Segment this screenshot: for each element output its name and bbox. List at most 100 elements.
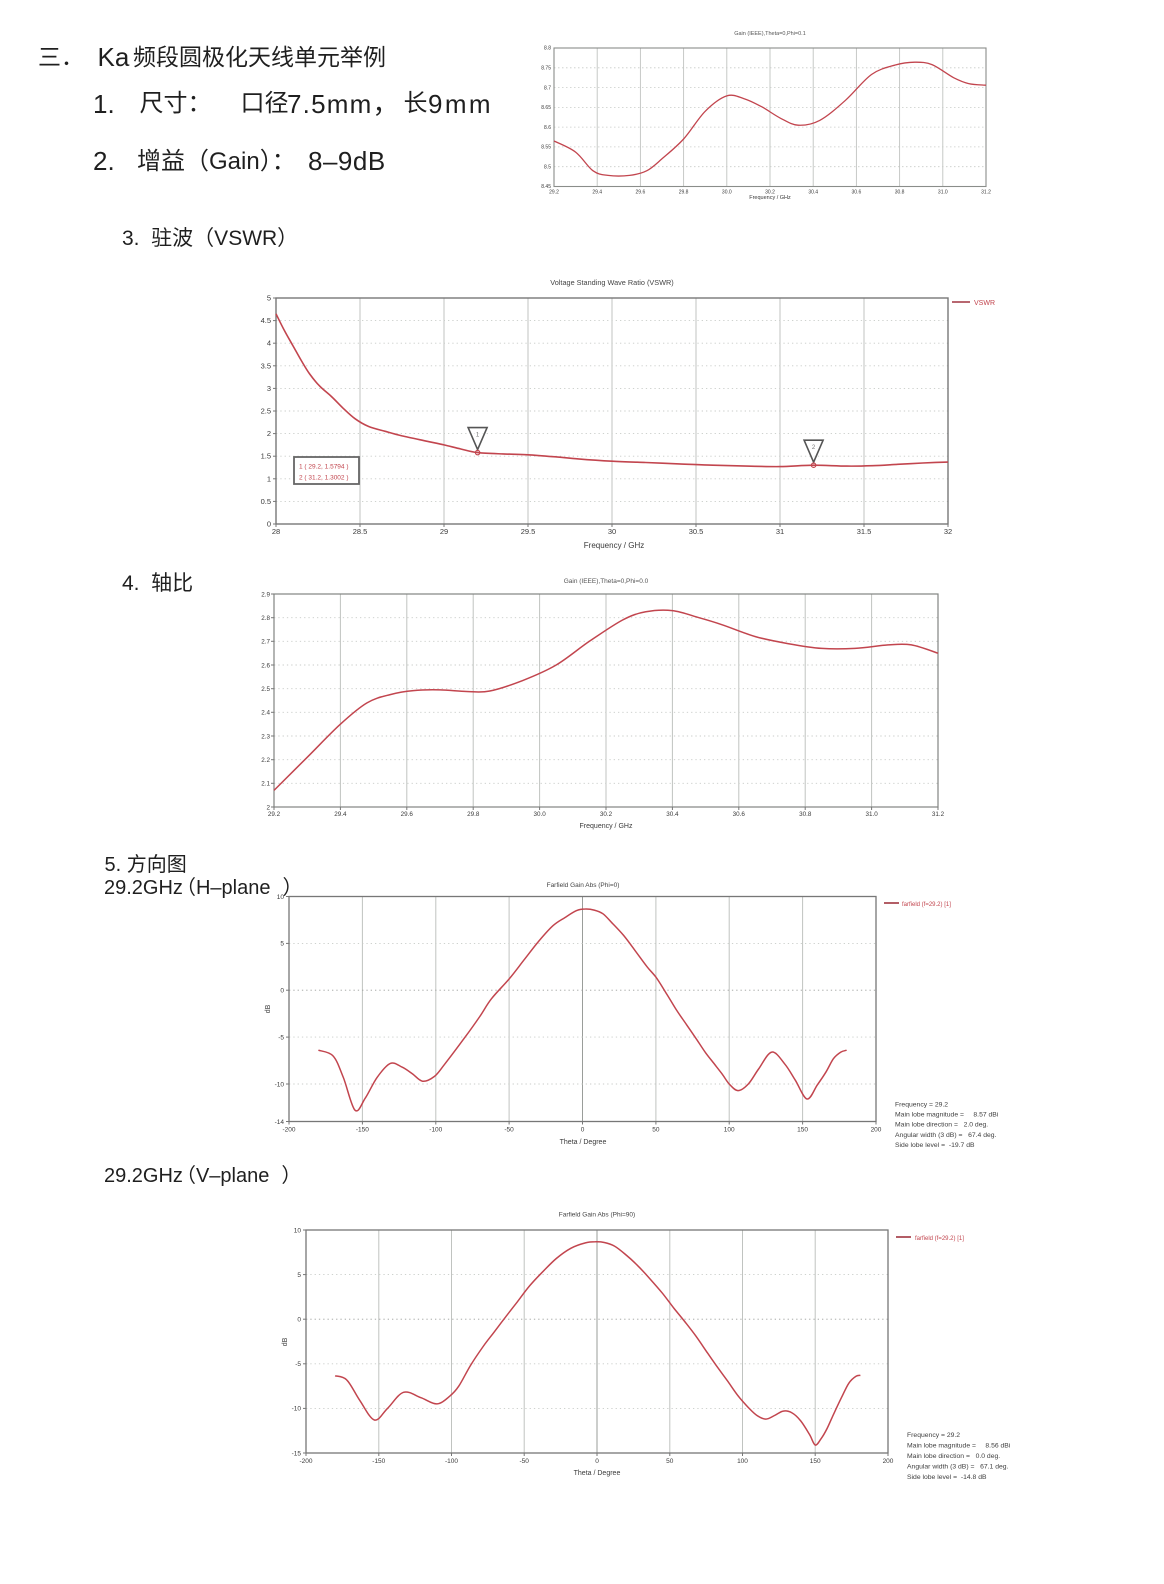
svg-text:farfield (f=29.2) [1]: farfield (f=29.2) [1] (915, 1236, 964, 1242)
svg-text:8.65: 8.65 (541, 105, 551, 111)
svg-text:Theta / Degree: Theta / Degree (574, 1470, 621, 1477)
svg-text:8.8: 8.8 (544, 46, 551, 52)
svg-text:5: 5 (267, 294, 271, 303)
svg-text:-150: -150 (372, 1458, 385, 1465)
svg-text:31: 31 (776, 527, 784, 536)
svg-text:32: 32 (944, 527, 952, 536)
svg-text:Side lobe level = -19.7 dB: Side lobe level = -19.7 dB (895, 1142, 975, 1149)
svg-text:2.7: 2.7 (261, 639, 270, 646)
svg-text:10: 10 (294, 1227, 302, 1234)
svg-text:Farfield Gain Abs (Phi=0): Farfield Gain Abs (Phi=0) (547, 882, 620, 889)
svg-text:Frequency / GHz: Frequency / GHz (580, 823, 633, 830)
svg-text:2.4: 2.4 (261, 710, 270, 717)
svg-text:Angular width (3 dB) = 67.1: Angular width (3 dB) = 67.1 deg. (907, 1464, 1009, 1471)
svg-text:1: 1 (476, 433, 480, 439)
svg-text:-14: -14 (275, 1119, 285, 1126)
svg-text:50: 50 (652, 1127, 660, 1134)
svg-text:200: 200 (871, 1127, 882, 1134)
svg-text:-200: -200 (299, 1458, 312, 1465)
svg-text:3.5: 3.5 (261, 361, 271, 370)
svg-text:Angular width (3 dB) = 67.4: Angular width (3 dB) = 67.4 deg. (895, 1132, 997, 1139)
svg-text:29.4: 29.4 (334, 811, 347, 818)
svg-text:29: 29 (440, 527, 448, 536)
svg-text:0: 0 (297, 1317, 301, 1324)
svg-text:29.8: 29.8 (679, 190, 689, 196)
svg-text:8.5: 8.5 (544, 164, 551, 170)
svg-text:2 ( 31.2, 1.3002 ): 2 ( 31.2, 1.3002 ) (299, 475, 349, 482)
svg-text:Main lobe direction = 2.0 de: Main lobe direction = 2.0 deg. (895, 1122, 988, 1129)
svg-text:100: 100 (724, 1127, 735, 1134)
svg-text:30.2: 30.2 (765, 190, 775, 196)
svg-text:8.45: 8.45 (541, 184, 551, 190)
svg-text:Side lobe level = -14.8 dB: Side lobe level = -14.8 dB (907, 1474, 987, 1481)
svg-text:2: 2 (267, 429, 271, 438)
svg-text:-15: -15 (292, 1450, 302, 1457)
svg-text:30.6: 30.6 (733, 811, 746, 818)
svg-text:VSWR: VSWR (974, 300, 995, 307)
svg-text:8.6: 8.6 (544, 125, 551, 131)
svg-text:2.9: 2.9 (261, 591, 270, 598)
svg-text:-5: -5 (295, 1361, 301, 1368)
svg-text:28: 28 (272, 527, 280, 536)
svg-text:farfield (f=29.2) [1]: farfield (f=29.2) [1] (902, 902, 951, 908)
svg-text:10: 10 (277, 894, 285, 901)
svg-text:-100: -100 (445, 1458, 458, 1465)
svg-text:-200: -200 (282, 1127, 295, 1134)
svg-text:Voltage Standing Wave Ratio (V: Voltage Standing Wave Ratio (VSWR) (550, 278, 673, 287)
svg-text:2: 2 (812, 445, 816, 451)
svg-text:-10: -10 (275, 1081, 285, 1088)
svg-text:-10: -10 (292, 1406, 302, 1413)
svg-text:2.1: 2.1 (261, 781, 270, 788)
svg-text:150: 150 (810, 1458, 821, 1465)
svg-text:29.2: 29.2 (268, 811, 281, 818)
svg-text:31.2: 31.2 (932, 811, 945, 818)
svg-text:30.6: 30.6 (852, 190, 862, 196)
svg-text:5: 5 (280, 941, 284, 948)
svg-text:2: 2 (266, 804, 270, 811)
svg-text:2.5: 2.5 (261, 407, 271, 416)
svg-text:30: 30 (608, 527, 616, 536)
svg-text:-5: -5 (278, 1034, 284, 1041)
svg-text:29.2: 29.2 (549, 190, 559, 196)
svg-text:31.2: 31.2 (981, 190, 991, 196)
svg-text:50: 50 (666, 1458, 674, 1465)
svg-text:4: 4 (267, 339, 271, 348)
svg-text:0.5: 0.5 (261, 497, 271, 506)
svg-text:-50: -50 (504, 1127, 514, 1134)
svg-text:30.0: 30.0 (722, 190, 732, 196)
svg-text:1: 1 (267, 474, 271, 483)
svg-text:29.8: 29.8 (467, 811, 480, 818)
svg-text:150: 150 (797, 1127, 808, 1134)
svg-text:31.5: 31.5 (857, 527, 872, 536)
svg-text:Frequency = 29.2: Frequency = 29.2 (895, 1101, 948, 1108)
svg-text:30.5: 30.5 (689, 527, 704, 536)
svg-text:2.2: 2.2 (261, 757, 270, 764)
svg-text:8.75: 8.75 (541, 66, 551, 72)
svg-text:2.5: 2.5 (261, 686, 270, 693)
svg-text:31.0: 31.0 (938, 190, 948, 196)
svg-text:2.8: 2.8 (261, 615, 270, 622)
svg-text:5: 5 (297, 1272, 301, 1279)
svg-text:1.5: 1.5 (261, 452, 271, 461)
svg-text:Main lobe magnitude = 8.57: Main lobe magnitude = 8.57 dBi (895, 1112, 999, 1119)
svg-text:1 ( 29.2, 1.5794 ): 1 ( 29.2, 1.5794 ) (299, 464, 349, 471)
svg-text:0: 0 (280, 988, 284, 995)
svg-text:28.5: 28.5 (353, 527, 368, 536)
svg-text:8.55: 8.55 (541, 145, 551, 151)
svg-text:0: 0 (595, 1458, 599, 1465)
svg-text:2.3: 2.3 (261, 733, 270, 740)
svg-text:4.5: 4.5 (261, 316, 271, 325)
svg-text:Main lobe magnitude = 8.56: Main lobe magnitude = 8.56 dBi (907, 1443, 1011, 1450)
svg-text:200: 200 (883, 1458, 894, 1465)
svg-text:30.4: 30.4 (808, 190, 818, 196)
svg-text:Gain (IEEE),Theta=0,Phi=0.0: Gain (IEEE),Theta=0,Phi=0.0 (564, 578, 649, 585)
svg-text:Frequency / GHz: Frequency / GHz (749, 195, 791, 201)
svg-text:30.8: 30.8 (895, 190, 905, 196)
svg-text:Gain (IEEE),Theta=0,Phi=0.1: Gain (IEEE),Theta=0,Phi=0.1 (734, 31, 806, 37)
svg-text:dB: dB (265, 1004, 272, 1013)
svg-text:30.4: 30.4 (666, 811, 679, 818)
svg-text:30.8: 30.8 (799, 811, 812, 818)
svg-text:8.7: 8.7 (544, 85, 551, 91)
svg-text:2.6: 2.6 (261, 662, 270, 669)
svg-text:29.6: 29.6 (636, 190, 646, 196)
